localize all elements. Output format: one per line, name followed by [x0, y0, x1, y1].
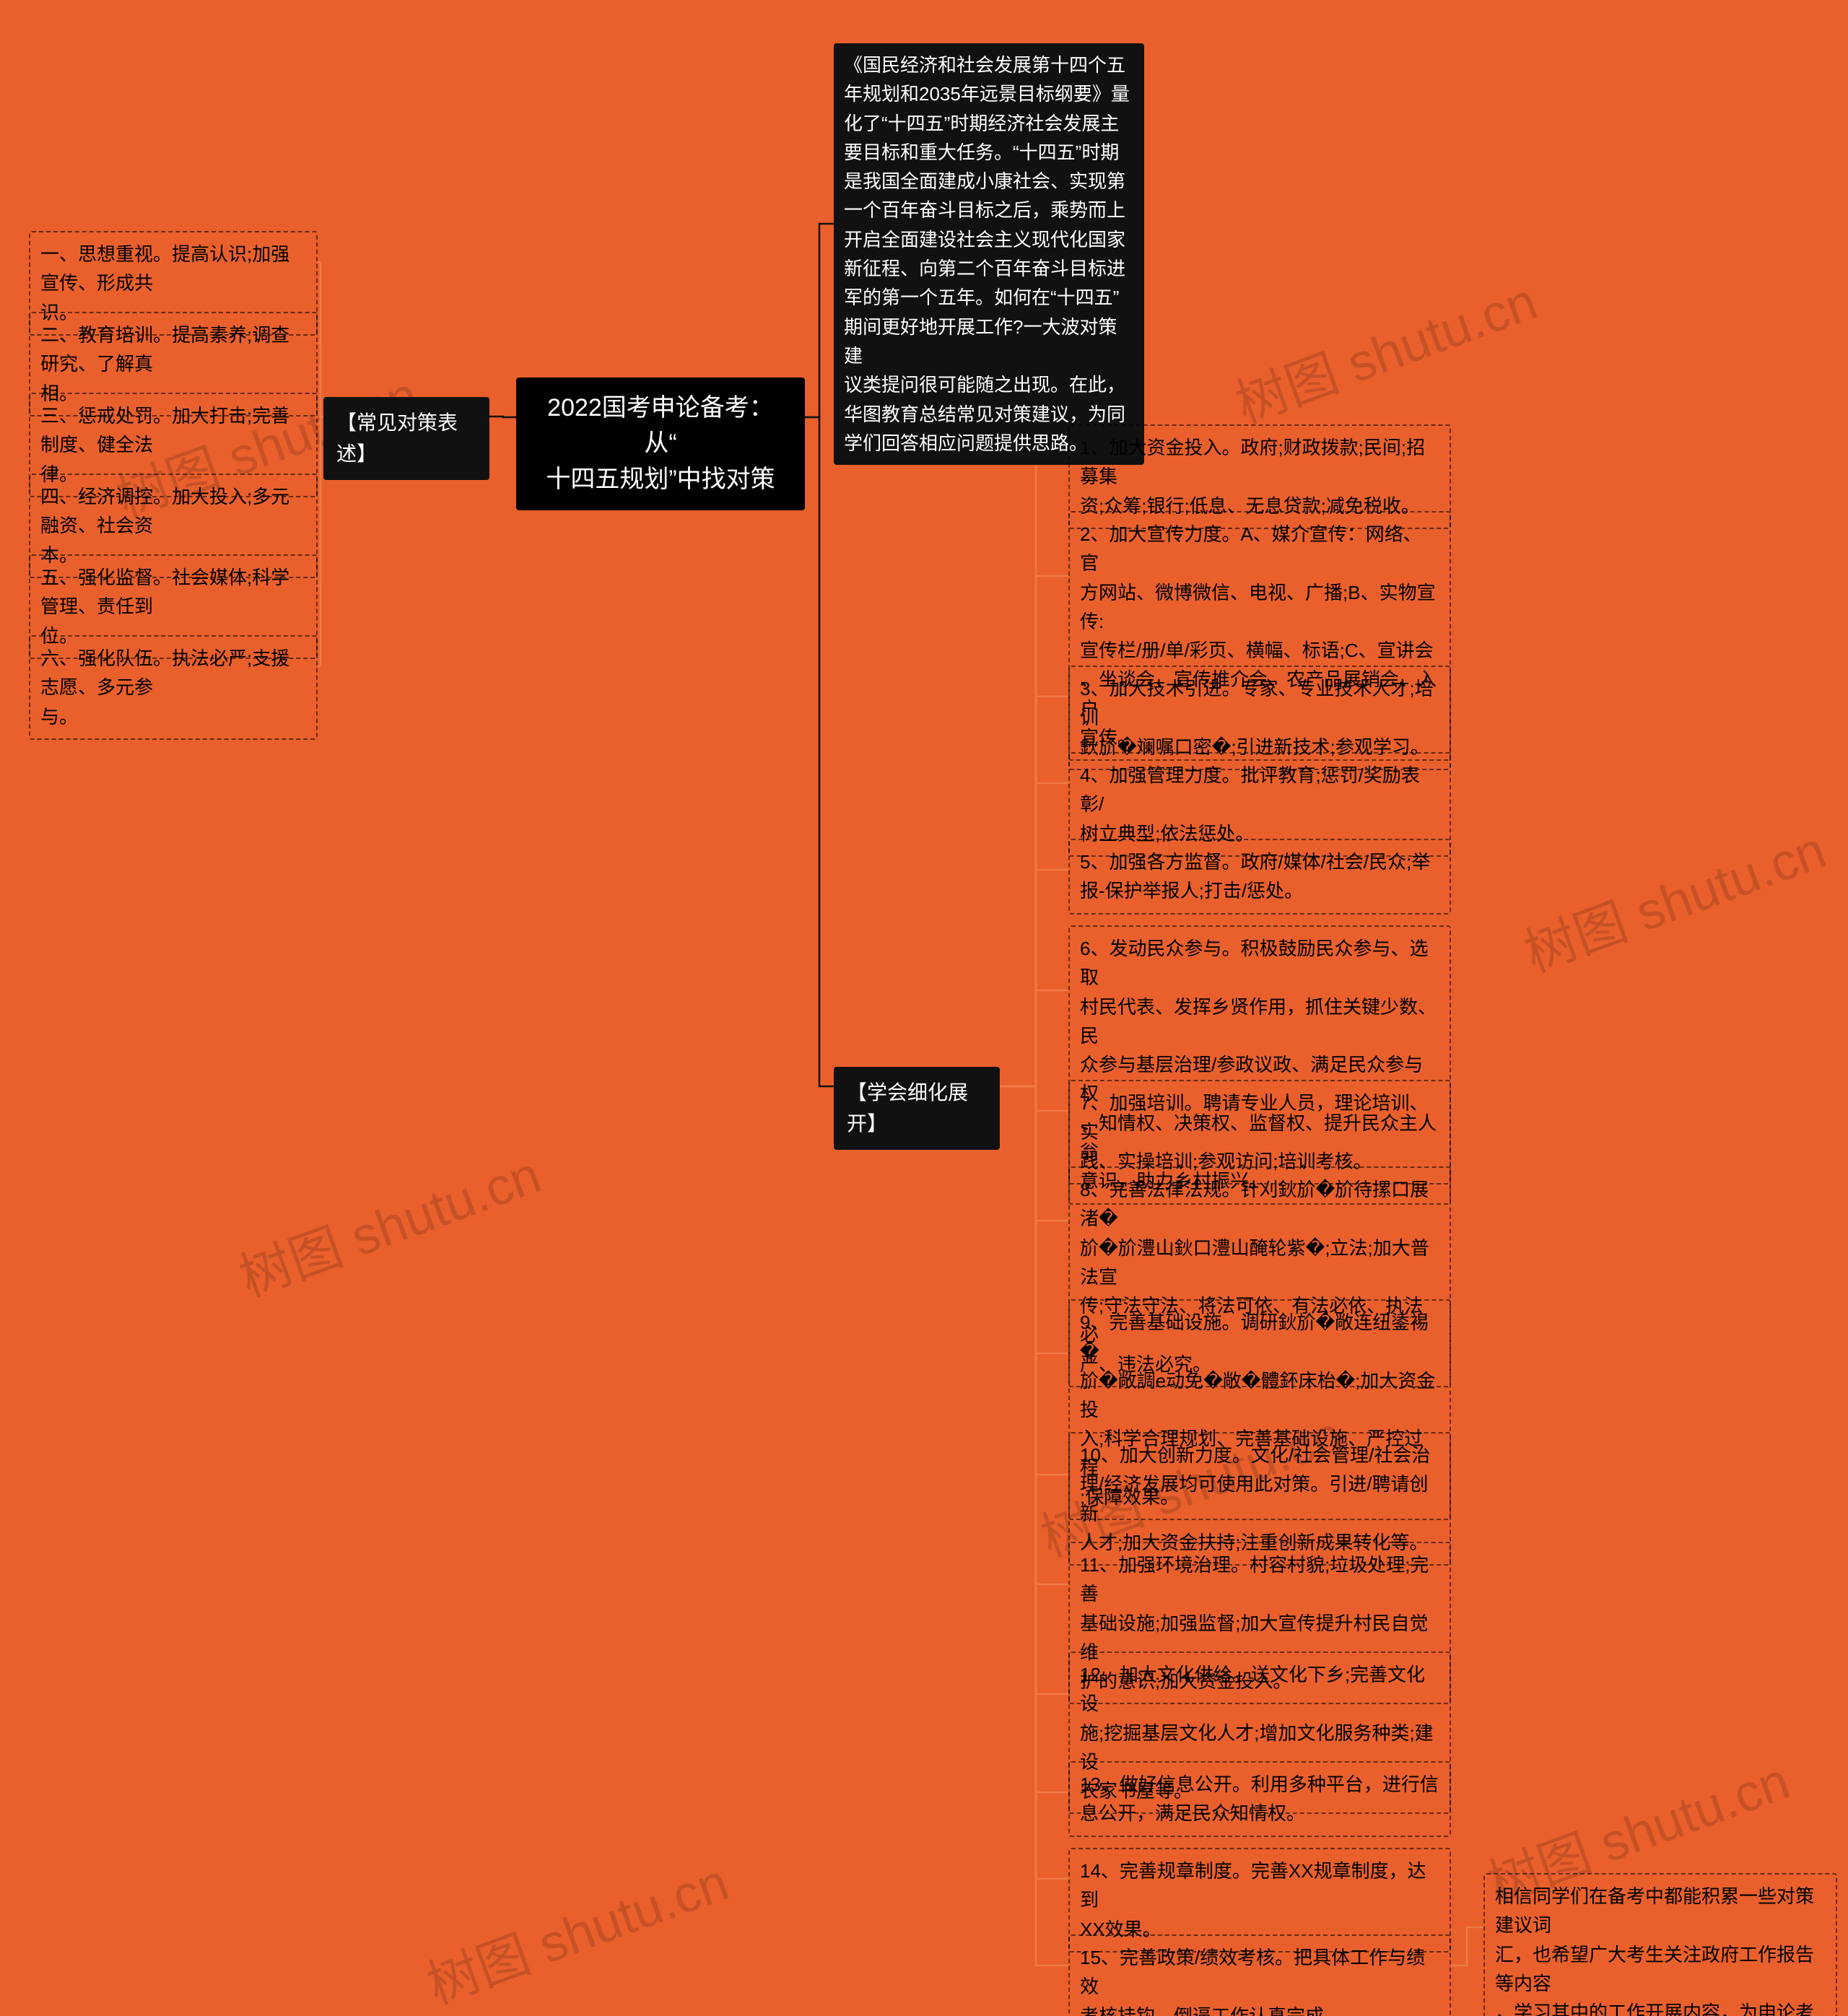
tail-note: 相信同学们在备考中都能积累一些对策建议词 汇，也希望广大考生关注政府工作报告等内… [1483, 1873, 1837, 2016]
right-detail-item: 15、完善政策/绩效考核。把具体工作与绩效 考核挂钩，倒逼工作认真完成。 [1068, 1934, 1451, 2016]
hub-common-strategies: 【常见对策表述】 [323, 397, 489, 480]
center-title: 2022国考申论备考：从“ 十四五规划”中找对策 [516, 378, 805, 510]
left-strategy-item: 六、强化队伍。执法必严;支援志愿、多元参 与。 [29, 635, 318, 740]
right-detail-item: 5、加强各方监督。政府/媒体/社会/民众;举 报-保护举报人;打击/惩处。 [1068, 839, 1451, 915]
intro-block: 《国民经济和社会发展第十四个五 年规划和2035年远景目标纲要》量 化了“十四五… [834, 43, 1144, 465]
hub-detailed-expansion: 【学会细化展开】 [834, 1067, 1000, 1150]
right-detail-item: 13、做好信息公开。利用多种平台，进行信 息公开，满足民众知情权。 [1068, 1761, 1451, 1837]
